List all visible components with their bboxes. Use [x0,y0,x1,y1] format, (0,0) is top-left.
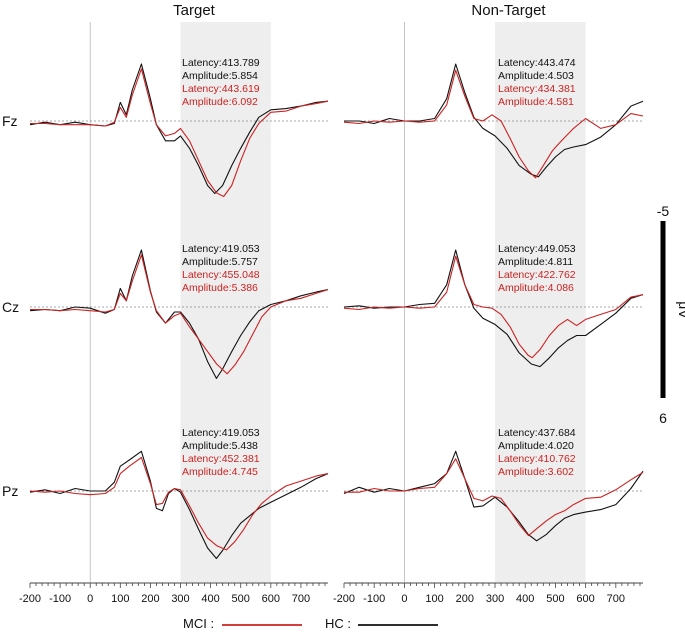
x-tick-label: 600 [262,593,280,605]
mci-amplitude-label-target-pz: Amplitude:4.745 [182,466,258,478]
x-tick-label: 500 [546,593,564,605]
scale-unit-label: μV [676,301,685,319]
channel-label-pz: Pz [2,483,18,499]
hc-trace-target-cz [29,249,329,379]
hc-latency-label-non-target-pz: Latency:437.684 [498,427,576,439]
hc-latency-label-target-pz: Latency:419.053 [182,427,260,439]
mci-latency-label-non-target-cz: Latency:422.762 [498,269,576,281]
x-tick-label: 0 [401,593,407,605]
hc-latency-label-non-target-fz: Latency:443.474 [498,57,576,69]
mci-trace-target-fz [30,68,329,198]
highlight-window-target [180,22,271,582]
hc-amplitude-label-non-target-cz: Amplitude:4.811 [498,256,573,268]
mci-latency-label-target-cz: Latency:455.048 [182,269,260,281]
hc-amplitude-label-target-fz: Amplitude:5.854 [182,70,258,82]
x-tick-label: 200 [456,593,474,605]
channel-label-cz: Cz [2,299,19,315]
mci-amplitude-label-non-target-pz: Amplitude:3.602 [498,466,574,478]
panel-title-target: Target [173,2,216,19]
mci-latency-label-target-fz: Latency:443.619 [182,83,260,95]
x-tick-label: 100 [111,593,129,605]
scale-bottom-label: 6 [659,410,667,426]
mci-amplitude-label-target-cz: Amplitude:5.386 [182,282,258,294]
scale-top-label: -5 [657,203,670,219]
mci-amplitude-label-non-target-cz: Amplitude:4.086 [498,282,574,294]
mci-trace-non-target-pz [344,458,644,537]
x-tick-label: -100 [49,593,71,605]
mci-amplitude-label-non-target-fz: Amplitude:4.581 [498,96,574,108]
x-tick-label: 400 [516,593,534,605]
hc-trace-target-pz [29,450,329,560]
highlight-window-non-target [495,22,586,582]
x-tick-label: 500 [232,593,250,605]
mci-latency-label-non-target-fz: Latency:434.381 [498,83,576,95]
mci-trace-non-target-fz [343,69,644,179]
x-tick-label: 400 [201,593,219,605]
mci-trace-target-cz [30,254,329,375]
panel-title-non-target: Non-Target [471,2,546,19]
hc-amplitude-label-non-target-fz: Amplitude:4.503 [498,70,574,82]
channel-label-fz: Fz [2,113,18,129]
hc-trace-non-target-fz [344,63,644,178]
hc-amplitude-label-non-target-pz: Amplitude:4.020 [498,440,574,452]
x-tick-label: 300 [486,593,504,605]
mci-amplitude-label-target-fz: Amplitude:6.092 [182,96,258,108]
mci-latency-label-target-pz: Latency:452.381 [182,453,260,465]
x-tick-label: 200 [141,593,159,605]
x-tick-label: 300 [171,593,189,605]
hc-trace-target-fz [29,63,329,195]
x-tick-label: -100 [363,593,385,605]
mci-trace-target-pz [29,456,329,551]
x-tick-label: 700 [292,593,310,605]
hc-latency-label-target-fz: Latency:413.789 [182,57,260,69]
legend-hc-label: HC : [325,616,351,631]
x-tick-label: 700 [607,593,625,605]
x-tick-label: -200 [19,593,41,605]
x-tick-label: 0 [87,593,93,605]
hc-latency-label-target-cz: Latency:419.053 [182,243,260,255]
mci-latency-label-non-target-pz: Latency:410.762 [498,453,576,465]
x-tick-label: 100 [425,593,443,605]
hc-trace-non-target-cz [343,249,644,368]
x-tick-label: 600 [576,593,594,605]
hc-latency-label-non-target-cz: Latency:449.053 [498,243,576,255]
mci-trace-non-target-cz [343,255,644,359]
x-tick-label: -200 [333,593,355,605]
hc-amplitude-label-target-pz: Amplitude:5.438 [182,440,258,452]
hc-amplitude-label-target-cz: Amplitude:5.757 [182,256,258,268]
legend-mci-label: MCI : [183,616,214,631]
